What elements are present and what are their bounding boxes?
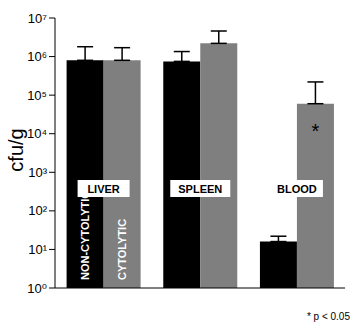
svg-text:10²: 10² — [28, 203, 47, 218]
svg-text:10⁷: 10⁷ — [28, 11, 47, 26]
svg-text:LIVER: LIVER — [87, 183, 119, 195]
svg-text:* p < 0.05: * p < 0.05 — [307, 311, 349, 322]
svg-text:CYTOLYTIC: CYTOLYTIC — [116, 219, 128, 280]
svg-text:NON-CYTOLYTIC: NON-CYTOLYTIC — [79, 191, 91, 280]
svg-text:10⁵: 10⁵ — [27, 88, 47, 103]
svg-text:10⁴: 10⁴ — [27, 126, 47, 141]
svg-text:*: * — [312, 120, 320, 142]
svg-text:10⁰: 10⁰ — [27, 281, 47, 296]
svg-text:BLOOD: BLOOD — [277, 183, 317, 195]
svg-text:10³: 10³ — [28, 165, 47, 180]
svg-text:SPLEEN: SPLEEN — [178, 183, 222, 195]
svg-text:10⁶: 10⁶ — [27, 49, 47, 64]
svg-text:cfu/g: cfu/g — [8, 128, 27, 171]
svg-text:10¹: 10¹ — [28, 242, 47, 257]
